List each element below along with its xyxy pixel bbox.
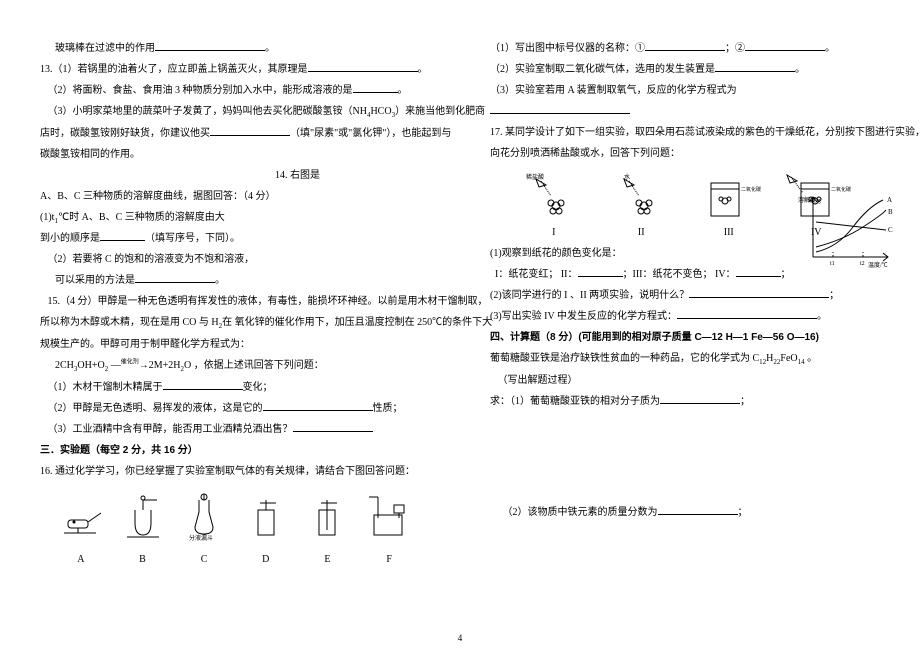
svg-text:温度/℃: 温度/℃ (868, 261, 888, 269)
q-calc-intro: 葡萄糖酸亚铁是治疗缺铁性贫血的一种药品，它的化学式为 C12H22FeO14 。 (490, 348, 880, 370)
q16-1: （1）写出图中标号仪器的名称：①；②。 (490, 38, 880, 59)
right-column: （1）写出图中标号仪器的名称：①；②。 （2）实验室制取二氧化碳气体，选用的发生… (460, 0, 920, 651)
solubility-graph: 溶解度/g 温度/℃ t1 t2 A B C (798, 192, 898, 272)
q14-1: (1)t1℃时 A、B、C 三种物质的溶解度由大 (40, 207, 430, 229)
label-b: B (115, 549, 170, 570)
svg-text:t2: t2 (860, 261, 865, 267)
apparatus-b (115, 490, 170, 545)
svg-text:稀盐酸: 稀盐酸 (526, 173, 544, 181)
q15-2: （2）甲醇是无色透明、易挥发的液体，这是它的性质； (40, 398, 430, 419)
apparatus-row: 分液漏斗 (40, 490, 430, 545)
label-c: C (177, 549, 232, 570)
apparatus-f (362, 490, 417, 545)
left-column: 玻璃棒在过滤中的作用。 13.（1）若锅里的油着火了，应立即盖上锅盖灭火，其原理… (0, 0, 460, 651)
label-d: D (238, 549, 293, 570)
q16-intro: 16. 通过化学学习，你已经掌握了实验室制取气体的有关规律，请结合下图回答问题： (40, 461, 430, 482)
svg-text:A: A (887, 196, 892, 204)
q-calc-1: 求：（1）葡萄糖酸亚铁的相对分子质为； (490, 391, 880, 412)
label-a: A (53, 549, 108, 570)
q-calc-note: （写出解题过程） (490, 370, 880, 391)
label-e: E (300, 549, 355, 570)
q17-3: (3)写出实验 IV 中发生反应的化学方程式：。 (490, 306, 880, 327)
q15-3: （3）工业酒精中含有甲醇，能否用工业酒精兑酒出售？ (40, 419, 430, 440)
q15-prod: 规模生产的。甲醇可用于制甲醛化学方程式为： (40, 334, 430, 355)
q13-3b: 店时，碳酸氢铵刚好缺货，你建议他买（填"尿素"或"氯化钾"），也能起到与 (40, 123, 430, 144)
q14-label: 14. 右图是 (40, 165, 430, 186)
apparatus-a (53, 490, 108, 545)
page-number: 4 (458, 633, 463, 643)
apparatus-e (300, 490, 355, 545)
q15-eq: 2CH3OH+O2 —催化剂→2M+2H2O ，依据上述讯回答下列问题： (40, 355, 430, 377)
work-space (490, 412, 880, 502)
flower-label-1: I (519, 222, 589, 243)
q16-2: （2）实验室制取二氧化碳气体，选用的发生装置是。 (490, 59, 880, 80)
q15-cont: 所以称为木醇或木精，现在是用 CO 与 H2在 氧化锌的催化作用下，加压且温度控… (40, 312, 430, 334)
q13-1: 13.（1）若锅里的油着火了，应立即盖上锅盖灭火，其原理是。 (40, 59, 430, 80)
q12-glass-rod: 玻璃棒在过滤中的作用。 (40, 38, 430, 59)
svg-text:B: B (888, 208, 893, 216)
q13-2: （2）将面粉、食盐、食用油 3 种物质分别加入水中，能形成溶液的是。 (40, 80, 430, 101)
q14-order: 到小的顺序是（填写序号，下同）。 (40, 228, 430, 249)
q17-intro: 17. 某同学设计了如下一组实验，取四朵用石蕊试液染成的紫色的干燥纸花，分别按下… (490, 122, 880, 143)
apparatus-c: 分液漏斗 (177, 490, 232, 545)
apparatus-labels: A B C D E F (40, 549, 430, 570)
q13-3a: （3）小明家菜地里的蔬菜叶子发黄了，妈妈叫他去买化肥碳酸氢铵（NH4HCO3）来… (40, 101, 430, 123)
q14-2: （2）若要将 C 的饱和的溶液变为不饱和溶液， (40, 249, 430, 270)
q15-1: （1）木材干馏制木精属于变化； (40, 377, 430, 398)
flower-1: 稀盐酸 (519, 170, 589, 220)
svg-text:分液漏斗: 分液漏斗 (189, 534, 213, 542)
q-calc-2: （2）该物质中铁元素的质量分数为； (490, 502, 880, 523)
svg-text:二氧化碳: 二氧化碳 (741, 186, 761, 193)
q14-abc: A、B、C 三种物质的溶解度曲线，据图回答：（4 分） (40, 186, 430, 207)
q16-3blank (490, 101, 880, 122)
section-3-title: 三．实验题（每空 2 分，共 16 分） (40, 440, 430, 461)
flower-label-2: II (606, 222, 676, 243)
q13-3c: 碳酸氢铵相同的作用。 (40, 144, 430, 165)
label-f: F (362, 549, 417, 570)
q15-intro: 15.（4 分）甲醇是一种无色透明有挥发性的液体，有毒性，能损坏环神经。以前是用… (40, 291, 430, 312)
q14-method: 可以采用的方法是。 (40, 270, 430, 291)
section-4-title: 四、计算题（8 分）(可能用到的相对原子质量 C—12 H—1 Fe—56 O—… (490, 327, 880, 348)
apparatus-d (238, 490, 293, 545)
exam-page: 玻璃棒在过滤中的作用。 13.（1）若锅里的油着火了，应立即盖上锅盖灭火，其原理… (0, 0, 920, 651)
flower-2: 水 (606, 170, 676, 220)
q17-2: (2)该同学进行的 I 、II 两项实验，说明什么？； (490, 285, 880, 306)
svg-text:C: C (888, 226, 893, 234)
q16-3: （3）实验室若用 A 装置制取氧气，反应的化学方程式为 (490, 80, 880, 101)
flower-label-3: III (694, 222, 764, 243)
q17-cont: 向花分别喷洒稀盐酸或水，回答下列问题： (490, 143, 880, 164)
svg-text:溶解度/g: 溶解度/g (798, 196, 821, 204)
svg-text:t1: t1 (830, 261, 835, 267)
flower-3: 二氧化碳 (694, 170, 764, 220)
